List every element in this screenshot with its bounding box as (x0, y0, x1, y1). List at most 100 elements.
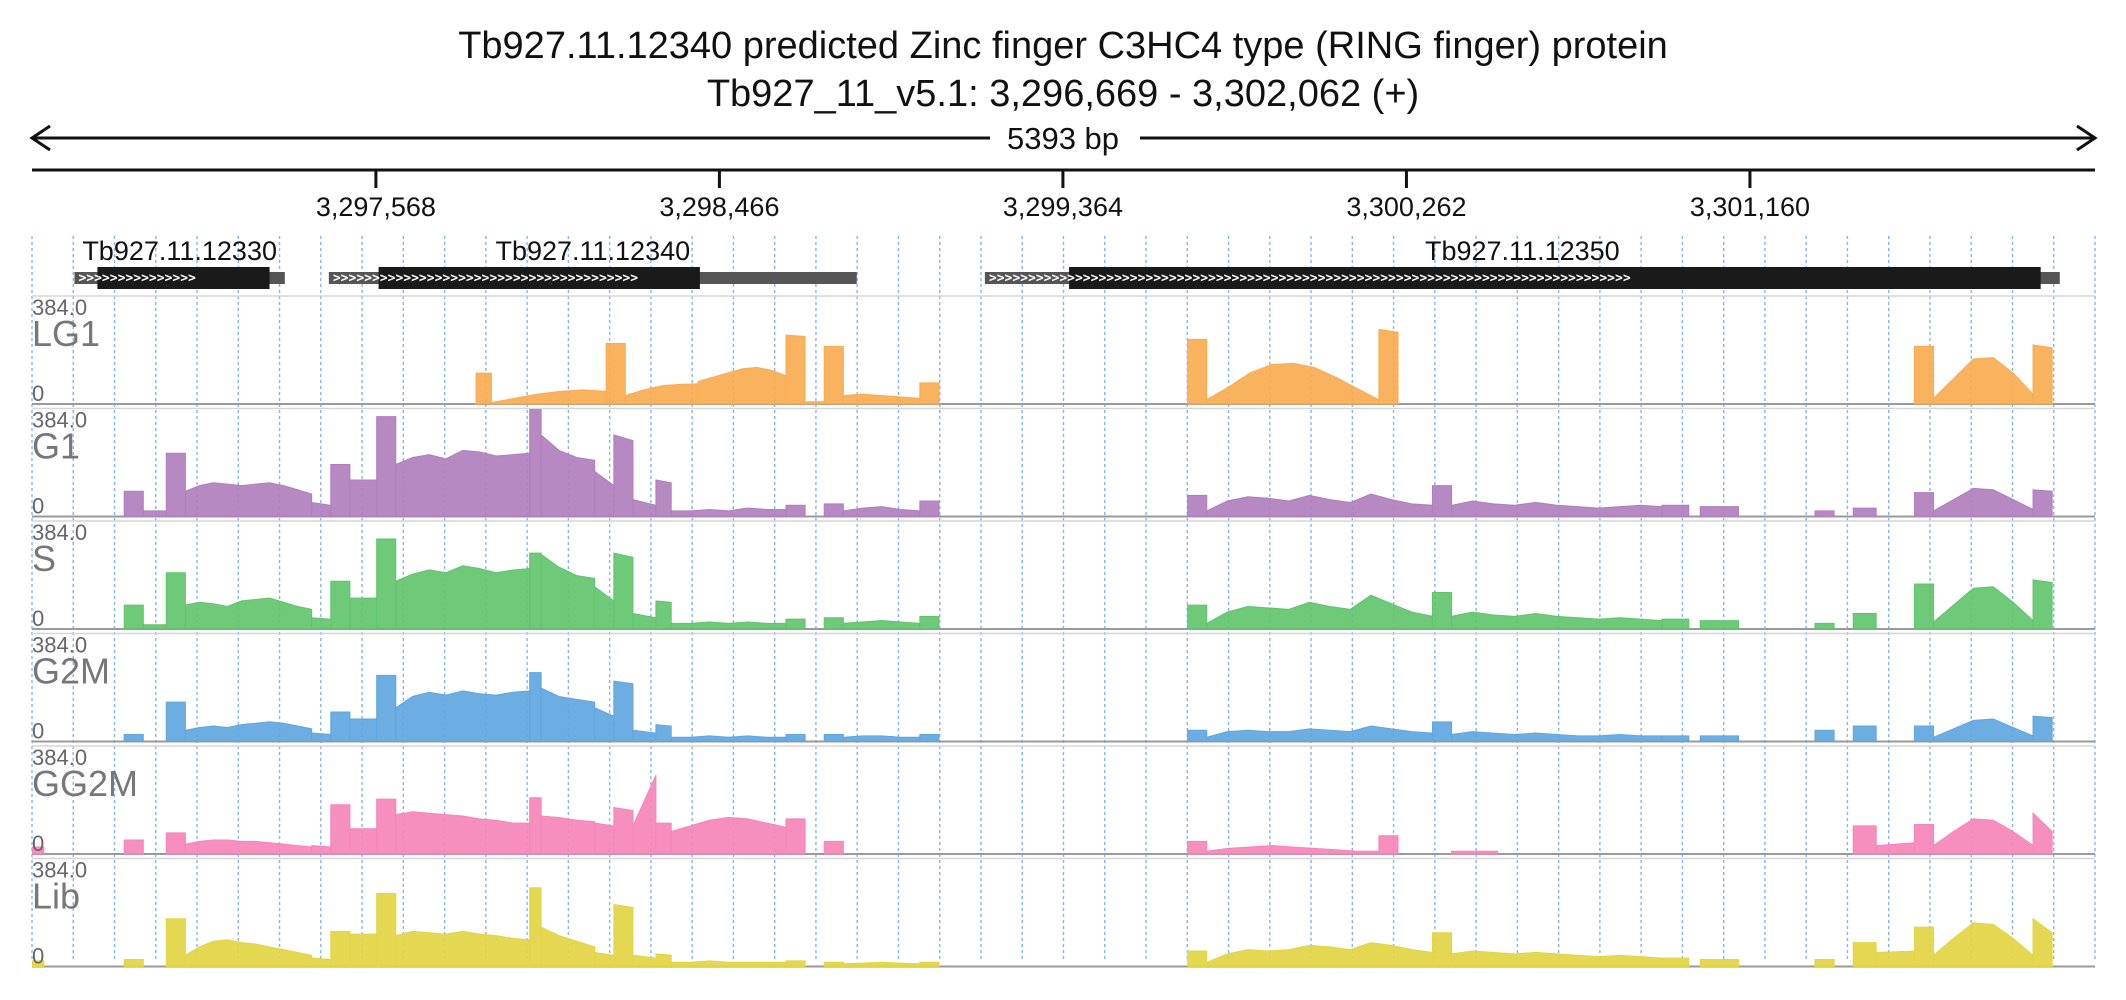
coverage-area (613, 552, 634, 630)
coverage-area (1852, 825, 1877, 855)
gene-label: Tb927.11.12330 (82, 236, 277, 266)
coverage-area (376, 538, 397, 630)
coverage-area (655, 600, 672, 630)
grid-lines (31, 236, 2096, 962)
coverage-area (330, 463, 351, 517)
strand-arrows-icon: >>>>>>>>>>>>>>>>>>>>>>>>>>>>>>>>>>>>>>> (333, 271, 638, 286)
track-ymax-label: 384.0 (32, 520, 87, 545)
coverage-area (1451, 950, 1663, 967)
track-name-label: G2M (32, 651, 110, 692)
coverage-area (529, 887, 542, 967)
coverage-area (1852, 942, 1877, 967)
coverage-area (1206, 845, 1380, 855)
coverage-area (31, 960, 45, 967)
track-ymax-label: 384.0 (32, 745, 87, 770)
coverage-area (1699, 958, 1739, 967)
coverage-area (670, 816, 787, 855)
track-ymin-label: 0 (32, 381, 44, 406)
coverage-area (184, 597, 313, 630)
coverage-area (785, 334, 806, 405)
coverage-area (670, 735, 787, 742)
coverage-area (823, 961, 844, 967)
coverage-area (1431, 721, 1453, 742)
coverage-area (823, 345, 844, 405)
coverage-area (2032, 489, 2053, 517)
tick-label: 3,297,568 (316, 192, 436, 222)
coverage-area (123, 604, 144, 630)
coverage-area (1451, 611, 1663, 630)
coverage-area (330, 804, 351, 855)
coverage-area (1451, 500, 1663, 517)
coverage-area (2032, 344, 2053, 405)
coverage-area (1875, 950, 1915, 967)
coverage-area (785, 733, 806, 742)
coverage-area (1699, 506, 1739, 517)
coverage-area (594, 585, 615, 630)
coverage-area (165, 452, 186, 517)
coverage-area (165, 918, 186, 967)
coverage-track: 384.0 0 LG1 (32, 295, 2095, 406)
coverage-area (311, 845, 332, 855)
coverage-area (395, 930, 531, 967)
coverage-area (1187, 604, 1208, 630)
coverage-area (540, 815, 596, 855)
coverage-area (123, 733, 144, 742)
track-name-label: G1 (32, 426, 80, 467)
coverage-area (1814, 622, 1835, 630)
coverage-area (624, 383, 699, 405)
tick-label: 3,301,160 (1690, 192, 1810, 222)
coverage-area (165, 572, 186, 630)
coverage-area (842, 393, 921, 405)
coverage-area (594, 706, 615, 742)
coverage-area (184, 939, 313, 967)
coverage-area (31, 846, 45, 855)
coverage-area (1187, 494, 1208, 517)
coverage-area (785, 818, 806, 855)
track-ymax-label: 384.0 (32, 633, 87, 658)
coverage-area (594, 951, 615, 967)
coverage-area (655, 953, 672, 967)
coverage-area (1206, 362, 1380, 405)
coverage-area (823, 503, 844, 517)
coverage-area (2032, 917, 2053, 967)
coverage-area (1187, 729, 1208, 742)
coverage-area (349, 479, 378, 517)
chart-subtitle: Tb927_11_v5.1: 3,296,669 - 3,302,062 (+) (707, 73, 1419, 115)
coverage-area (785, 960, 806, 967)
coverage-area (1661, 957, 1690, 967)
coverage-area (540, 553, 596, 630)
coverage-area (2032, 812, 2053, 855)
track-ymin-label: 0 (32, 831, 44, 856)
coverage-area (349, 597, 378, 630)
coverage-area (376, 674, 397, 742)
track-ymin-label: 0 (32, 606, 44, 631)
coverage-area (1852, 613, 1877, 630)
coverage-area (655, 822, 672, 855)
coverage-area (1933, 586, 2034, 630)
coverage-area (529, 552, 542, 630)
coverage-area (123, 839, 144, 855)
coverage-area (1699, 620, 1739, 630)
chart-title: Tb927.11.12340 predicted Zinc finger C3H… (458, 25, 1668, 67)
coverage-area (1431, 591, 1453, 630)
coverage-area (1206, 725, 1433, 742)
coverage-area (529, 672, 542, 742)
coverage-area (613, 680, 634, 742)
coverage-area (1431, 932, 1453, 967)
track-name-label: GG2M (32, 763, 138, 804)
coverage-area (123, 490, 144, 517)
coverage-area (842, 735, 921, 742)
coverage-area (311, 501, 332, 517)
coverage-area (1913, 583, 1935, 630)
coverage-area (349, 828, 378, 855)
coverage-area (1913, 345, 1935, 405)
coverage-area (1699, 735, 1739, 742)
coverage-area (540, 687, 596, 742)
coverage-area (529, 409, 542, 517)
coverage-area (165, 832, 186, 855)
tick-label: 3,300,262 (1346, 192, 1466, 222)
coverage-area (165, 701, 186, 742)
coverage-area (823, 617, 844, 630)
coverage-area (1933, 487, 2034, 517)
